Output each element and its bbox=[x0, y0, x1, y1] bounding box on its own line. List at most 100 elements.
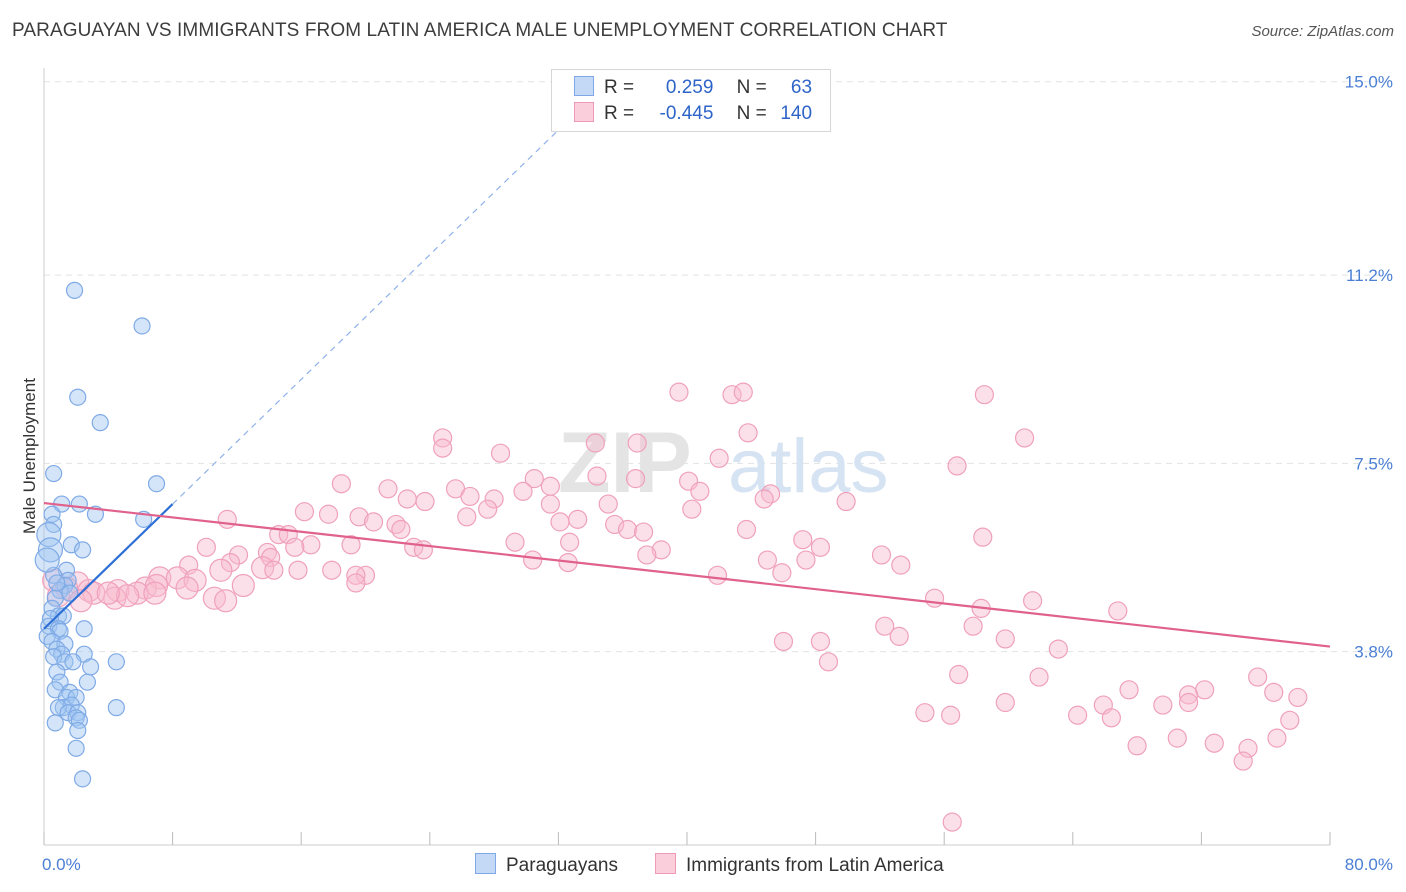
y-tick-label: 3.8% bbox=[1354, 643, 1393, 662]
point-paraguayans bbox=[37, 537, 64, 563]
trend-line-paraguayans-extension bbox=[172, 129, 559, 505]
point-immigrants bbox=[995, 692, 1015, 713]
point-immigrants bbox=[627, 433, 647, 453]
point-immigrants bbox=[484, 489, 504, 509]
correlation-legend: R = 0.259 N = 63 R = -0.445 N = 140 bbox=[551, 69, 831, 132]
point-paraguayans bbox=[34, 547, 60, 573]
legend-swatch-pink bbox=[574, 102, 594, 122]
point-paraguayans bbox=[107, 699, 125, 717]
point-immigrants bbox=[1029, 667, 1049, 687]
point-immigrants bbox=[1195, 680, 1215, 700]
point-immigrants bbox=[397, 489, 417, 509]
point-immigrants bbox=[363, 512, 384, 532]
point-immigrants bbox=[433, 428, 453, 448]
point-paraguayans bbox=[64, 653, 82, 671]
point-immigrants bbox=[490, 443, 511, 463]
point-paraguayans bbox=[75, 620, 93, 638]
point-paraguayans bbox=[133, 317, 151, 335]
point-immigrants bbox=[889, 626, 909, 646]
point-immigrants bbox=[540, 494, 560, 514]
point-paraguayans bbox=[70, 495, 88, 513]
legend-n-label: N = bbox=[736, 77, 767, 98]
point-paraguayans bbox=[69, 388, 87, 406]
point-immigrants bbox=[875, 616, 895, 636]
point-immigrants bbox=[391, 519, 411, 540]
y-axis-label: Male Unemployment bbox=[20, 378, 39, 534]
legend-label-paraguayans: Paraguayans bbox=[506, 855, 618, 876]
point-paraguayans bbox=[46, 714, 64, 732]
point-immigrants bbox=[947, 456, 967, 476]
point-immigrants bbox=[810, 537, 831, 557]
point-paraguayans bbox=[78, 673, 97, 691]
point-immigrants bbox=[261, 547, 281, 568]
point-immigrants bbox=[513, 481, 533, 501]
legend-row-immigrants: R = -0.445 N = 140 bbox=[574, 102, 812, 126]
legend-swatch-blue bbox=[475, 853, 496, 874]
point-immigrants bbox=[722, 385, 742, 405]
point-immigrants bbox=[633, 522, 654, 542]
point-immigrants bbox=[871, 545, 892, 565]
point-immigrants bbox=[1280, 710, 1300, 730]
point-immigrants bbox=[1127, 736, 1147, 756]
point-immigrants bbox=[217, 509, 237, 529]
point-immigrants bbox=[605, 514, 625, 535]
point-immigrants bbox=[568, 509, 588, 529]
point-paraguayans bbox=[107, 653, 125, 671]
point-immigrants bbox=[1264, 682, 1284, 702]
x-tick-label-max: 80.0% bbox=[1345, 855, 1393, 874]
point-immigrants bbox=[1204, 733, 1224, 753]
point-immigrants bbox=[1167, 728, 1187, 748]
trend-line-paraguayans bbox=[43, 503, 174, 630]
point-immigrants bbox=[915, 703, 935, 723]
point-immigrants bbox=[733, 382, 753, 402]
series-immigrants-points bbox=[42, 382, 1308, 832]
point-paraguayans bbox=[48, 574, 66, 592]
point-immigrants bbox=[231, 573, 255, 598]
point-immigrants bbox=[505, 532, 525, 552]
point-paraguayans bbox=[73, 541, 92, 559]
point-immigrants bbox=[264, 560, 284, 580]
point-immigrants bbox=[165, 566, 190, 590]
point-immigrants bbox=[772, 563, 792, 583]
point-immigrants bbox=[1267, 728, 1287, 748]
point-immigrants bbox=[251, 556, 275, 580]
point-immigrants bbox=[285, 537, 305, 557]
series-legend: Paraguayans Immigrants from Latin Americ… bbox=[0, 853, 1406, 877]
point-immigrants bbox=[1238, 738, 1258, 758]
legend-n-label: N = bbox=[736, 103, 767, 124]
trend-lines bbox=[43, 129, 1331, 648]
legend-swatch-blue bbox=[574, 76, 594, 96]
legend-n-value: 140 bbox=[780, 103, 813, 124]
point-immigrants bbox=[346, 573, 366, 593]
point-immigrants bbox=[963, 616, 983, 636]
point-paraguayans bbox=[147, 475, 166, 493]
point-immigrants bbox=[773, 631, 794, 652]
point-immigrants bbox=[1108, 601, 1128, 621]
legend-item-immigrants[interactable]: Immigrants from Latin America bbox=[655, 853, 944, 877]
point-immigrants bbox=[836, 491, 856, 512]
point-immigrants bbox=[974, 385, 994, 405]
point-paraguayans bbox=[67, 709, 85, 727]
point-immigrants bbox=[228, 545, 249, 565]
point-immigrants bbox=[793, 530, 813, 550]
point-immigrants bbox=[523, 550, 543, 570]
point-immigrants bbox=[1119, 680, 1139, 700]
point-immigrants bbox=[617, 519, 638, 540]
point-immigrants bbox=[637, 545, 657, 565]
point-immigrants bbox=[322, 560, 342, 580]
point-immigrants bbox=[294, 502, 315, 522]
legend-r-value: 0.259 bbox=[665, 77, 714, 98]
point-immigrants bbox=[810, 631, 831, 652]
point-immigrants bbox=[96, 581, 120, 605]
point-immigrants bbox=[709, 448, 729, 468]
point-immigrants bbox=[209, 558, 233, 582]
trend-line-immigrants bbox=[43, 501, 1331, 648]
point-immigrants bbox=[196, 537, 216, 557]
point-immigrants bbox=[331, 474, 351, 494]
point-immigrants bbox=[1178, 692, 1199, 713]
point-immigrants bbox=[413, 540, 433, 560]
legend-item-paraguayans[interactable]: Paraguayans bbox=[475, 853, 618, 877]
point-paraguayans bbox=[45, 515, 63, 534]
tick-labels: 3.8% 7.5% 11.2% 15.0% 0.0% 80.0% bbox=[42, 73, 1393, 874]
point-paraguayans bbox=[62, 536, 80, 554]
